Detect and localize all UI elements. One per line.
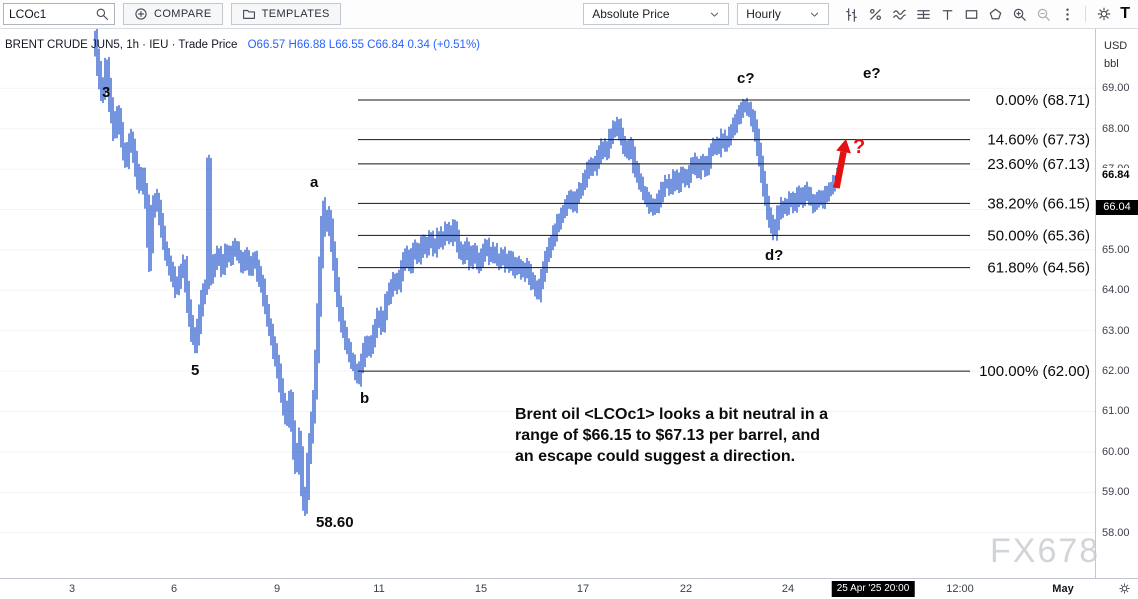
more-options-icon[interactable]: [1055, 3, 1079, 25]
price-axis-label: 59.00: [1102, 486, 1130, 499]
price-mode-value: Absolute Price: [592, 7, 670, 21]
price-axis-unit-currency: USD: [1104, 40, 1128, 52]
time-axis-label: 17: [576, 583, 590, 595]
price-axis-label: 60.00: [1102, 445, 1130, 458]
bar-style-icon[interactable]: [839, 3, 863, 25]
rectangle-tool-icon[interactable]: [959, 3, 983, 25]
time-axis-label: 15: [474, 583, 488, 595]
trend-arrow[interactable]: [833, 139, 851, 189]
app-logo: T: [1120, 5, 1130, 22]
fib-level-label[interactable]: 50.00% (65.36): [987, 227, 1090, 244]
price-axis-label: 58.00: [1102, 526, 1130, 539]
price-axis-unit-measure: bbl: [1104, 58, 1119, 70]
text-tool-icon[interactable]: [935, 3, 959, 25]
fib-retracement-icon[interactable]: [911, 3, 935, 25]
price-axis-label: 65.00: [1102, 243, 1130, 256]
fib-level-label[interactable]: 23.60% (67.13): [987, 156, 1090, 173]
search-icon: [96, 8, 108, 20]
fib-level-label[interactable]: 100.00% (62.00): [979, 363, 1090, 380]
percent-change-icon[interactable]: [863, 3, 887, 25]
time-axis-label: 22: [679, 583, 693, 595]
chevron-down-icon: [711, 12, 719, 17]
price-axis-label: 62.00: [1102, 365, 1130, 378]
templates-button-label: TEMPLATES: [261, 8, 330, 20]
fib-level-label[interactable]: 14.60% (67.73): [987, 132, 1090, 149]
zoom-out-icon[interactable]: [1031, 3, 1055, 25]
interval-value: Hourly: [746, 7, 781, 21]
price-axis[interactable]: USD bbl 69.0068.0067.0066.0065.0064.0063…: [1095, 28, 1138, 579]
time-axis-label: 3: [68, 583, 76, 595]
interval-dropdown[interactable]: Hourly: [737, 3, 830, 25]
time-axis-label: 11: [373, 583, 385, 595]
price-axis-label: 69.00: [1102, 82, 1130, 95]
time-axis-month-label: May: [1052, 583, 1074, 595]
price-axis-label: 61.00: [1102, 405, 1130, 418]
folder-icon: [242, 9, 255, 19]
price-axis-label: 68.00: [1102, 122, 1130, 135]
wave-tool-icon[interactable]: [887, 3, 911, 25]
time-axis-label: 24: [781, 583, 795, 595]
price-mode-dropdown[interactable]: Absolute Price: [583, 3, 730, 25]
compare-button[interactable]: COMPARE: [123, 3, 223, 25]
chart-settings-gear-icon[interactable]: [1092, 3, 1116, 25]
crosshair-time-badge: 25 Apr '25 20:00: [831, 581, 915, 597]
ohlc-values: O66.57 H66.88 L66.55 C66.84 0.34 (+0.51%…: [247, 39, 481, 51]
price-bars: [94, 28, 840, 516]
zoom-in-icon[interactable]: [1007, 3, 1031, 25]
templates-button[interactable]: TEMPLATES: [230, 3, 341, 25]
time-axis-settings-icon[interactable]: [1118, 582, 1131, 598]
compare-plus-icon: [135, 8, 147, 20]
chart-legend: BRENT CRUDE JUN5, 1h · IEU · Trade Price…: [5, 39, 480, 51]
chevron-down-icon: [811, 12, 819, 17]
symbol-search-value: LCOc1: [9, 7, 47, 21]
toolbar-separator: [1085, 6, 1087, 22]
compare-button-label: COMPARE: [154, 8, 212, 20]
polygon-tool-icon[interactable]: [983, 3, 1007, 25]
time-axis-label: 9: [273, 583, 281, 595]
fib-level-label[interactable]: 38.20% (66.15): [987, 195, 1090, 212]
symbol-search-box[interactable]: LCOc1: [3, 3, 115, 25]
chart-canvas[interactable]: 0.00% (68.71) 14.60% (67.73) 23.60% (67.13…: [0, 28, 1095, 579]
time-axis-label: 6: [170, 583, 178, 595]
chart-tools-strip: [839, 3, 1079, 25]
price-axis-label: 63.00: [1102, 324, 1130, 337]
top-toolbar: LCOc1 COMPARE TEMPLATES Absolute Price H…: [0, 0, 1138, 29]
fib-level-label[interactable]: 0.00% (68.71): [996, 92, 1090, 109]
time-axis[interactable]: 3 6 9 11 15 17 22 24 25 Apr '25 20:00 12:00 May: [0, 578, 1138, 599]
time-axis-label: 12:00: [946, 583, 974, 595]
price-axis-label: 64.00: [1102, 284, 1130, 297]
series-title[interactable]: BRENT CRUDE JUN5, 1h · IEU · Trade Price: [5, 39, 238, 51]
last-price-label: 66.84: [1097, 167, 1138, 183]
crosshair-price-badge: 66.04: [1096, 200, 1138, 216]
fib-level-label[interactable]: 61.80% (64.56): [987, 260, 1090, 277]
